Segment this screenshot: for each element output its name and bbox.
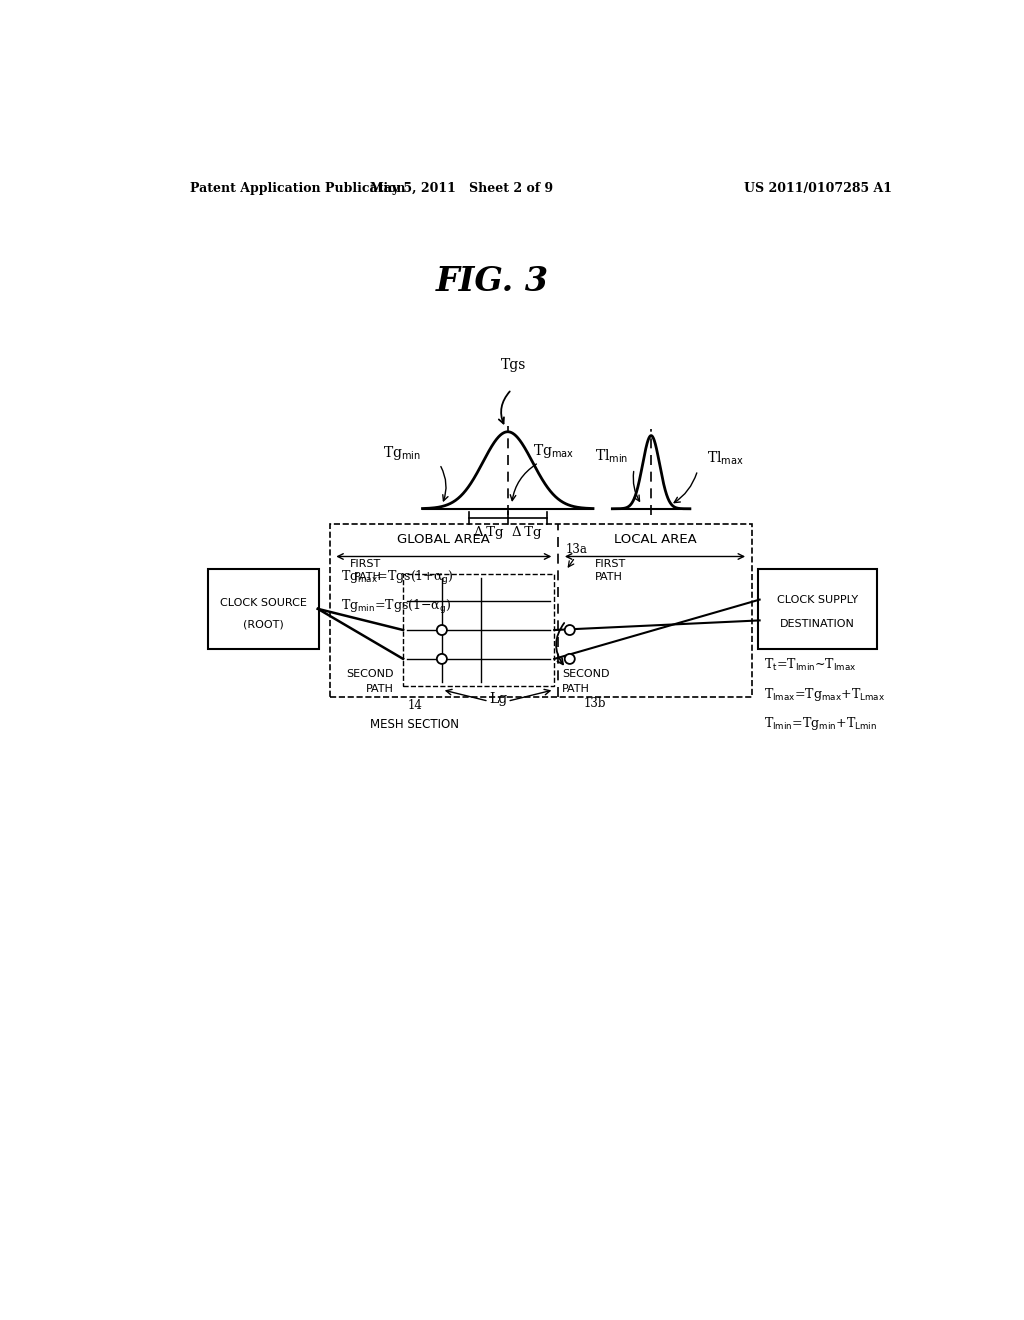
Text: FIRST: FIRST <box>350 558 381 569</box>
Circle shape <box>564 626 574 635</box>
Text: LOCAL AREA: LOCAL AREA <box>613 533 696 546</box>
Circle shape <box>437 653 446 664</box>
Text: SECOND: SECOND <box>346 669 394 678</box>
Text: Tl$_{\mathrm{min}}$: Tl$_{\mathrm{min}}$ <box>595 447 628 465</box>
Text: SECOND: SECOND <box>562 669 609 678</box>
Text: DESTINATION: DESTINATION <box>780 619 855 630</box>
Text: Tgs: Tgs <box>502 359 526 372</box>
Text: PATH: PATH <box>562 684 590 694</box>
Text: PATH: PATH <box>595 573 623 582</box>
Text: T$_{\mathrm{t}}$=T$_{\mathrm{lmin}}$∼T$_{\mathrm{lmax}}$: T$_{\mathrm{t}}$=T$_{\mathrm{lmin}}$∼T$_… <box>764 656 856 673</box>
Text: Tg$_{\mathrm{min}}$=Tgs(1−α$_{\mathrm{g}}$): Tg$_{\mathrm{min}}$=Tgs(1−α$_{\mathrm{g}… <box>341 598 452 616</box>
Circle shape <box>437 626 446 635</box>
FancyBboxPatch shape <box>758 569 878 649</box>
Text: CLOCK SOURCE: CLOCK SOURCE <box>220 598 307 607</box>
Text: Tg$_{\mathrm{max}}$=Tgs(1+α$_{\mathrm{g}}$): Tg$_{\mathrm{max}}$=Tgs(1+α$_{\mathrm{g}… <box>341 569 454 587</box>
Text: FIG. 3: FIG. 3 <box>435 265 549 298</box>
FancyBboxPatch shape <box>208 569 319 649</box>
Text: Patent Application Publication: Patent Application Publication <box>190 182 406 194</box>
Text: Δ Tg: Δ Tg <box>474 527 503 540</box>
Text: FIRST: FIRST <box>595 558 626 569</box>
Text: (ROOT): (ROOT) <box>244 619 284 630</box>
Text: 13a: 13a <box>566 543 588 556</box>
Text: MESH SECTION: MESH SECTION <box>371 718 459 731</box>
Text: Tl$_{\mathrm{max}}$: Tl$_{\mathrm{max}}$ <box>707 450 743 467</box>
Text: Tg$_{\mathrm{max}}$: Tg$_{\mathrm{max}}$ <box>532 442 573 459</box>
Circle shape <box>564 653 574 664</box>
Text: May 5, 2011   Sheet 2 of 9: May 5, 2011 Sheet 2 of 9 <box>370 182 553 194</box>
Text: T$_{\mathrm{lmin}}$=Tg$_{\mathrm{min}}$+T$_{\mathrm{Lmin}}$: T$_{\mathrm{lmin}}$=Tg$_{\mathrm{min}}$+… <box>764 715 877 733</box>
Text: 13b: 13b <box>584 697 606 710</box>
Text: US 2011/0107285 A1: US 2011/0107285 A1 <box>743 182 892 194</box>
Text: T$_{\mathrm{lmax}}$=Tg$_{\mathrm{max}}$+T$_{\mathrm{Lmax}}$: T$_{\mathrm{lmax}}$=Tg$_{\mathrm{max}}$+… <box>764 686 885 702</box>
Text: PATH: PATH <box>366 684 394 694</box>
Text: Δ Tg: Δ Tg <box>512 527 542 540</box>
Text: CLOCK SUPPLY: CLOCK SUPPLY <box>777 594 858 605</box>
Text: Lg: Lg <box>488 692 507 706</box>
Text: GLOBAL AREA: GLOBAL AREA <box>397 533 490 546</box>
Text: PATH: PATH <box>353 573 381 582</box>
Text: 14: 14 <box>408 700 422 711</box>
Text: Tg$_{\mathrm{min}}$: Tg$_{\mathrm{min}}$ <box>383 445 421 462</box>
